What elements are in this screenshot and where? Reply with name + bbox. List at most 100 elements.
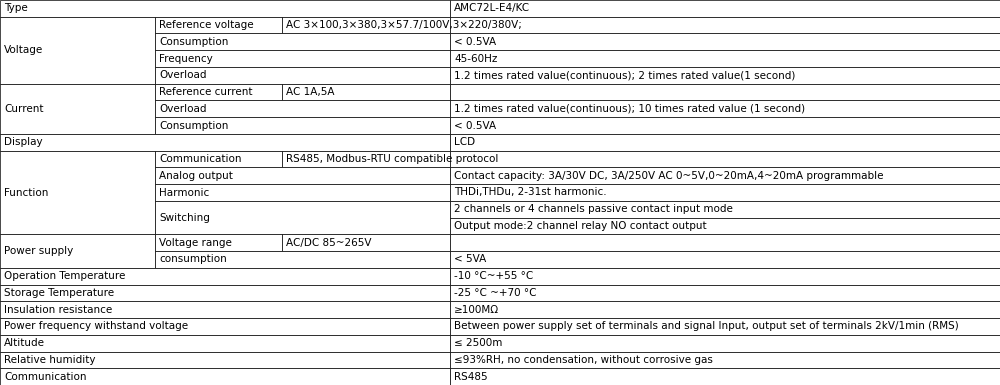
Text: consumption: consumption [159,254,227,264]
Bar [450,251,1000,268]
Text: Reference voltage: Reference voltage [159,20,254,30]
Text: Power frequency withstand voltage: Power frequency withstand voltage [4,321,188,331]
Bar [155,100,450,117]
Bar [450,151,1000,167]
Bar [0,268,450,285]
Bar [155,84,282,100]
Bar [450,301,1000,318]
Bar [450,285,1000,301]
Text: RS485, Modbus-RTU compatible protocol: RS485, Modbus-RTU compatible protocol [286,154,498,164]
Text: Reference current: Reference current [159,87,252,97]
Bar [155,50,450,67]
Text: AC 3×100,3×380,3×57.7/100V,3×220/380V;: AC 3×100,3×380,3×57.7/100V,3×220/380V; [286,20,522,30]
Text: AC 1A,5A: AC 1A,5A [286,87,335,97]
Bar [282,151,450,167]
Bar [0,0,450,17]
Text: Power supply: Power supply [4,246,73,256]
Text: 45-60Hz: 45-60Hz [454,54,497,64]
Bar [450,0,1000,17]
Text: LCD: LCD [454,137,475,147]
Text: Storage Temperature: Storage Temperature [4,288,114,298]
Text: < 5VA: < 5VA [454,254,486,264]
Text: Between power supply set of terminals and signal Input, output set of terminals : Between power supply set of terminals an… [454,321,959,331]
Text: AC/DC 85~265V: AC/DC 85~265V [286,238,372,248]
Bar [450,50,1000,67]
Text: < 0.5VA: < 0.5VA [454,121,496,131]
Bar [0,335,450,352]
Bar [450,167,1000,184]
Text: Voltage range: Voltage range [159,238,232,248]
Bar [450,117,1000,134]
Text: Communication: Communication [4,372,87,382]
Bar [282,84,450,100]
Text: ≤ 2500m: ≤ 2500m [454,338,502,348]
Text: Display: Display [4,137,43,147]
Text: Overload: Overload [159,70,207,80]
Text: Operation Temperature: Operation Temperature [4,271,125,281]
Bar [0,285,450,301]
Text: 1.2 times rated value(continuous); 10 times rated value (1 second): 1.2 times rated value(continuous); 10 ti… [454,104,805,114]
Text: Switching: Switching [159,213,210,223]
Bar [155,17,282,33]
Bar [0,234,155,268]
Text: ≥100MΩ: ≥100MΩ [454,305,499,315]
Bar [155,234,282,251]
Bar [155,33,450,50]
Bar [155,151,282,167]
Bar [450,134,1000,151]
Text: 1.2 times rated value(continuous); 2 times rated value(1 second): 1.2 times rated value(continuous); 2 tim… [454,70,795,80]
Text: Consumption: Consumption [159,37,228,47]
Bar [450,368,1000,385]
Text: Relative humidity: Relative humidity [4,355,96,365]
Bar [0,301,450,318]
Text: Harmonic: Harmonic [159,187,209,198]
Text: Output mode:2 channel relay NO contact output: Output mode:2 channel relay NO contact o… [454,221,707,231]
Text: Altitude: Altitude [4,338,45,348]
Bar [450,218,1000,234]
Bar [0,151,155,234]
Bar [450,84,1000,100]
Bar [450,201,1000,218]
Bar [155,117,450,134]
Text: Type: Type [4,3,28,13]
Text: Consumption: Consumption [159,121,228,131]
Bar [450,100,1000,117]
Bar [282,234,450,251]
Bar [155,201,450,234]
Text: ≤93%RH, no condensation, without corrosive gas: ≤93%RH, no condensation, without corrosi… [454,355,713,365]
Bar [450,33,1000,50]
Bar [450,234,1000,251]
Bar [155,184,450,201]
Bar [0,134,450,151]
Text: Analog output: Analog output [159,171,233,181]
Bar [450,184,1000,201]
Bar [155,67,450,84]
Text: < 0.5VA: < 0.5VA [454,37,496,47]
Bar [450,352,1000,368]
Text: AMC72L-E4/KC: AMC72L-E4/KC [454,3,530,13]
Text: Contact capacity: 3A/30V DC, 3A/250V AC 0~5V,0~20mA,4~20mA programmable: Contact capacity: 3A/30V DC, 3A/250V AC … [454,171,884,181]
Bar [155,167,450,184]
Text: Function: Function [4,187,48,198]
Bar [155,251,450,268]
Bar [0,318,450,335]
Text: -10 °C~+55 °C: -10 °C~+55 °C [454,271,533,281]
Bar [450,268,1000,285]
Text: Communication: Communication [159,154,242,164]
Text: Insulation resistance: Insulation resistance [4,305,112,315]
Text: 2 channels or 4 channels passive contact input mode: 2 channels or 4 channels passive contact… [454,204,733,214]
Text: Current: Current [4,104,44,114]
Text: Frequency: Frequency [159,54,213,64]
Text: RS485: RS485 [454,372,488,382]
Text: THDi,THDu, 2-31st harmonic.: THDi,THDu, 2-31st harmonic. [454,187,607,198]
Bar [0,368,450,385]
Bar [282,17,450,33]
Bar [450,318,1000,335]
Bar [450,67,1000,84]
Bar [0,352,450,368]
Text: Voltage: Voltage [4,45,43,55]
Text: -25 °C ~+70 °C: -25 °C ~+70 °C [454,288,536,298]
Bar [450,17,1000,33]
Text: Overload: Overload [159,104,207,114]
Bar [0,84,155,134]
